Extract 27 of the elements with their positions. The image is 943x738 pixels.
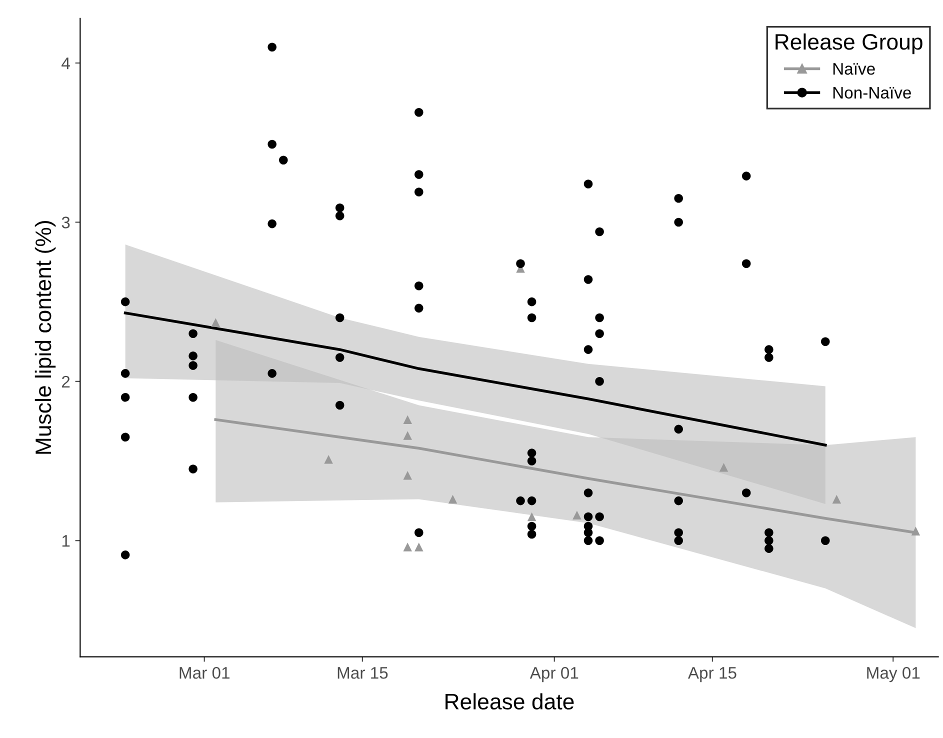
- point: [527, 512, 536, 522]
- legend-title: Release Group: [776, 33, 922, 54]
- legend-label: Naïve: [833, 63, 875, 75]
- x-tick-label: Mar 15: [338, 667, 388, 679]
- point: [448, 494, 458, 504]
- y-tick-label: 3: [62, 216, 70, 228]
- x-axis-title: Release date: [446, 693, 574, 710]
- point: [403, 431, 412, 440]
- point: [211, 318, 220, 327]
- x-tick-label: May 01: [867, 666, 920, 682]
- point: [832, 494, 842, 504]
- x-tick-label: Mar 01: [180, 666, 230, 679]
- y-axis-title: Muscle lipid content (%): [34, 221, 56, 454]
- point: [403, 415, 412, 424]
- point: [403, 542, 412, 552]
- point: [719, 462, 728, 472]
- point: [911, 526, 920, 536]
- legend-label: Non-Naïve: [833, 86, 911, 99]
- y-tick-label: 1: [62, 535, 70, 547]
- y-tick-label: 2: [62, 376, 70, 388]
- point: [403, 470, 412, 480]
- x-tick-label: Apr 15: [688, 667, 736, 682]
- point: [414, 542, 424, 552]
- point: [572, 510, 582, 520]
- point: [324, 455, 333, 464]
- y-tick-label: 4: [62, 58, 70, 70]
- x-tick-label: Apr 01: [530, 666, 578, 682]
